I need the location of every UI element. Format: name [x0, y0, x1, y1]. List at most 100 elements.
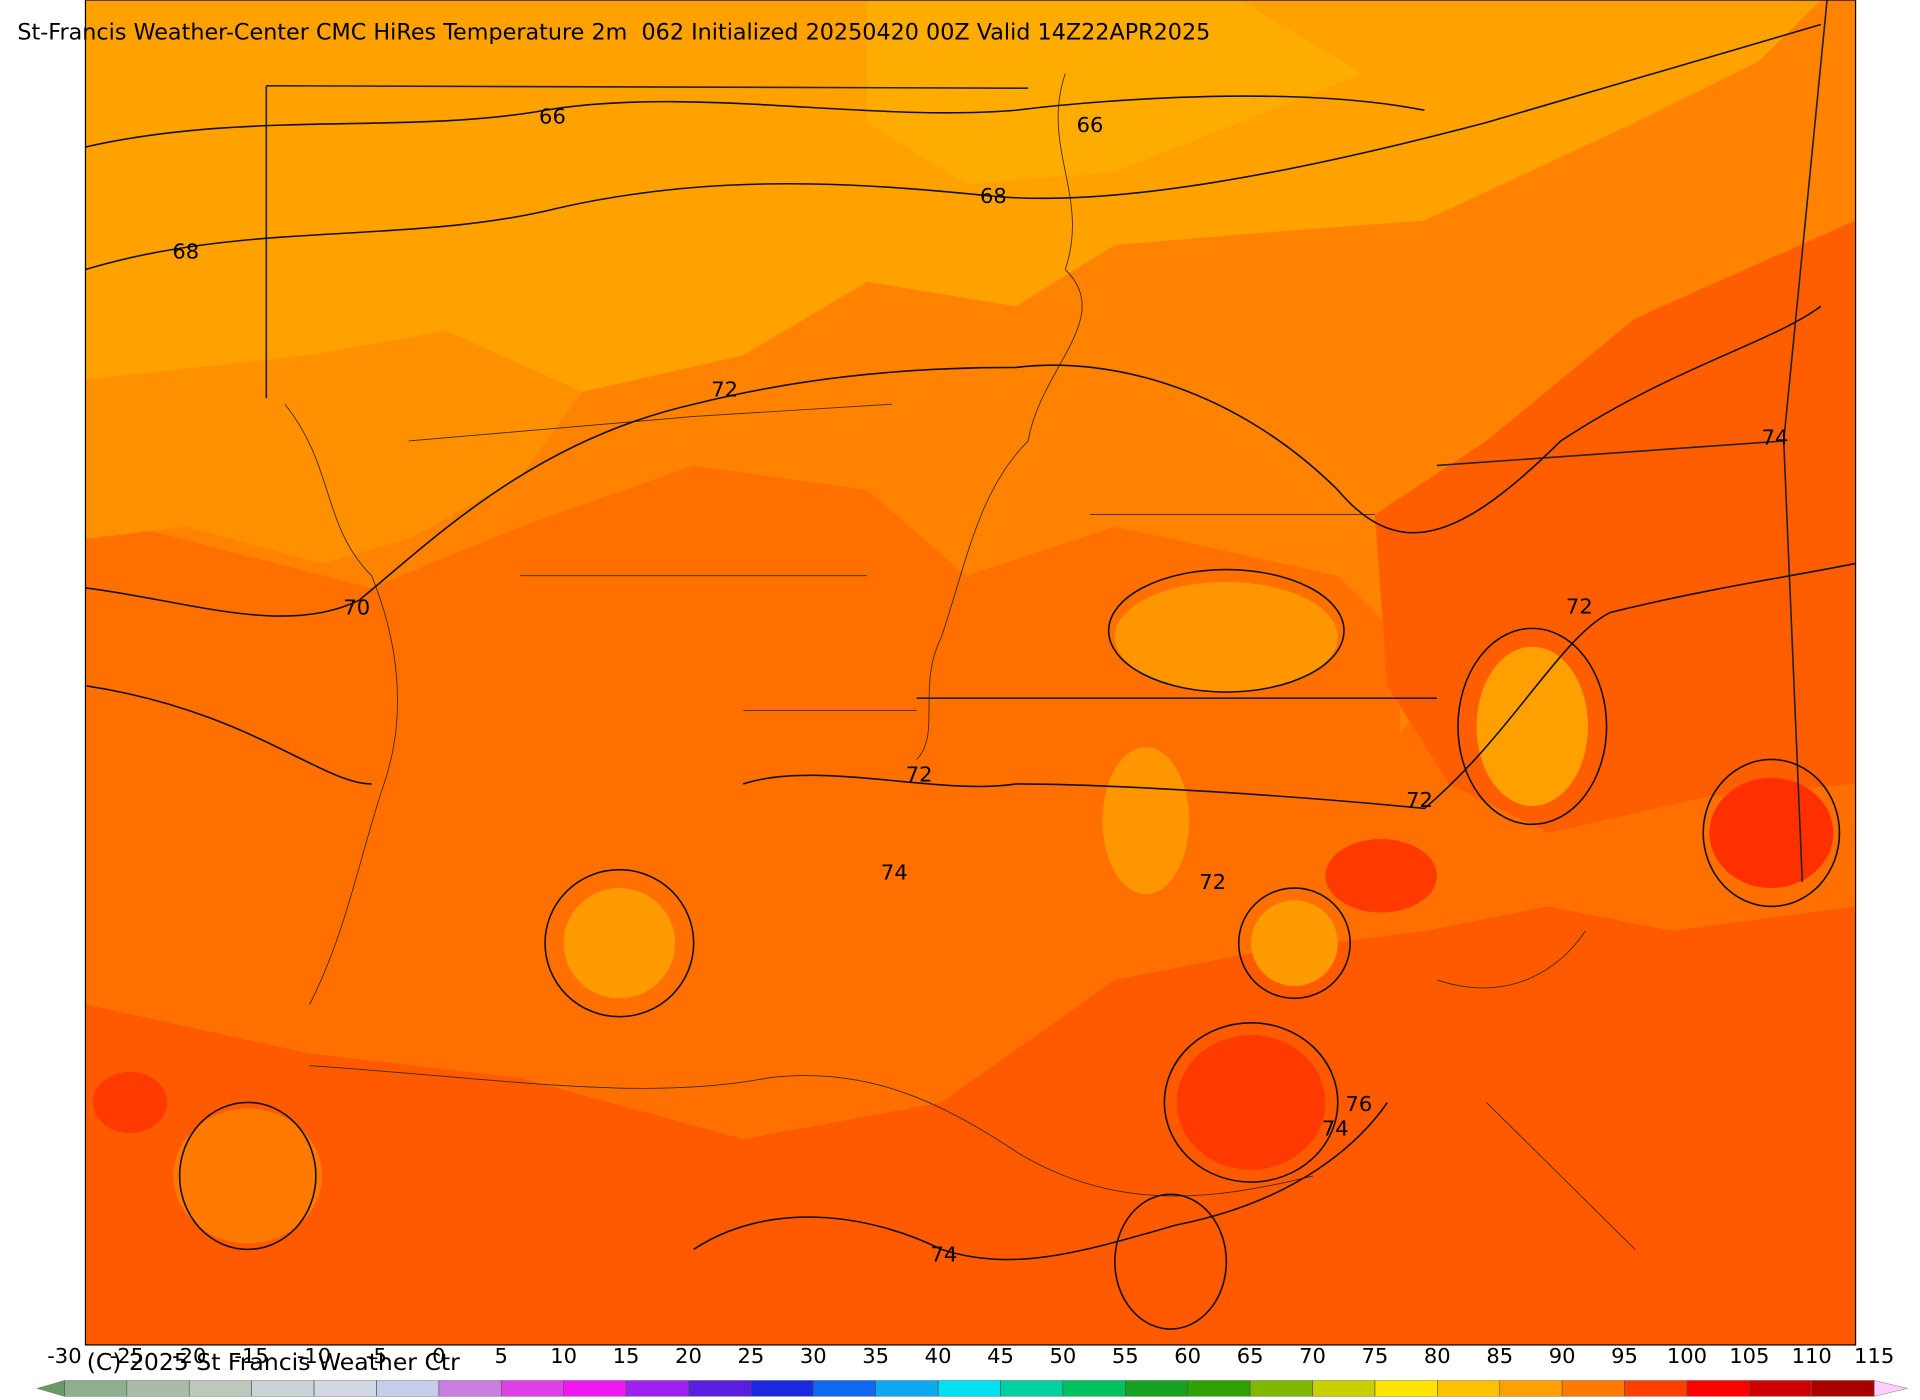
- coastline: [309, 930, 1636, 1250]
- contour-label: 74: [930, 1243, 957, 1267]
- colorbar-segment: [1187, 1380, 1251, 1397]
- colorbar-tick-label: 5: [495, 1344, 508, 1368]
- contour-label: 74: [1322, 1116, 1349, 1140]
- colorbar-segment: [1125, 1380, 1188, 1397]
- field-north-light: [867, 0, 1363, 184]
- isotherm: [85, 305, 1822, 617]
- colorbar-segment: [64, 1380, 128, 1397]
- colorbar-tick-label: 10: [550, 1344, 577, 1368]
- colorbar-tick-label: 110: [1792, 1344, 1832, 1368]
- colorbar-segment: [501, 1380, 564, 1397]
- field-north: [85, 0, 1821, 392]
- map-border: [84, 0, 1857, 1346]
- colorbar-tick-label: 105: [1729, 1344, 1769, 1368]
- state-line: [265, 0, 1828, 882]
- isotherm: [86, 562, 1856, 810]
- boundaries: [265, 0, 1828, 1250]
- cool-spot: [1114, 581, 1338, 693]
- colorbar-segment: [1686, 1380, 1750, 1397]
- colorbar-segment: [1374, 1380, 1438, 1397]
- isotherm: [544, 868, 695, 1018]
- colorbar-tick-label: -20: [172, 1344, 206, 1368]
- colorbar-segment: [1499, 1380, 1563, 1397]
- colorbar-segment: [1000, 1380, 1064, 1397]
- colorbar-tick-label: 45: [987, 1344, 1014, 1368]
- cool-spot: [1251, 900, 1338, 987]
- isotherm: [1114, 1193, 1228, 1330]
- colorbar-segment: [625, 1380, 689, 1397]
- colorbar-tick-label: 15: [613, 1344, 640, 1368]
- colorbar-segment: [1312, 1380, 1376, 1397]
- colorbar-segment: [1624, 1380, 1688, 1397]
- colorbar-tick-label: 0: [432, 1344, 445, 1368]
- isotherm: [1107, 568, 1345, 693]
- colorbar-segment: [875, 1380, 939, 1397]
- colorbar-tick-label: -15: [234, 1344, 268, 1368]
- colorbar-segment: [1437, 1380, 1500, 1397]
- cool-spot: [173, 1108, 323, 1244]
- cool-spot: [1476, 646, 1589, 806]
- isotherm: [1163, 1021, 1339, 1183]
- isotherm: [178, 1101, 317, 1251]
- colorbar-tick-label: 30: [800, 1344, 827, 1368]
- colorbar-tick-label: 25: [737, 1344, 764, 1368]
- isotherm: [1457, 627, 1608, 826]
- colorbar-tick-label: -30: [47, 1344, 81, 1368]
- colorbar-tick-label: 70: [1299, 1344, 1326, 1368]
- colorbar-segment: [126, 1380, 190, 1397]
- contour-label: 74: [881, 860, 908, 884]
- cool-spot: [563, 888, 676, 999]
- colorbar-tick-label: 75: [1362, 1344, 1389, 1368]
- isotherm: [693, 1101, 1389, 1261]
- contour-label: 74: [1762, 426, 1789, 450]
- colorbar-tick-label: -10: [297, 1344, 331, 1368]
- colorbar-segment: [813, 1380, 876, 1397]
- colorbar-segment: [563, 1380, 627, 1397]
- colorbar-tick-label: 20: [675, 1344, 702, 1368]
- colorbar-segment: [750, 1380, 814, 1397]
- colorbar-tick-label: 90: [1549, 1344, 1576, 1368]
- colorbar-segment: [313, 1380, 377, 1397]
- county-lines: [284, 73, 1375, 1005]
- colorbar-tick-label: 35: [862, 1344, 889, 1368]
- isotherm: [1702, 758, 1841, 908]
- colorbar-tick-label: 115: [1854, 1344, 1894, 1368]
- colorbar-segment: [688, 1380, 752, 1397]
- contour-label: 76: [1345, 1092, 1372, 1116]
- colorbar-segment: [438, 1380, 502, 1397]
- colorbar-tick-label: 65: [1237, 1344, 1264, 1368]
- colorbar-segment: [189, 1380, 252, 1397]
- temperature-field: [85, 0, 1856, 1345]
- colorbar-segment: [376, 1380, 440, 1397]
- colorbar-segment: [1561, 1380, 1625, 1397]
- colorbar-tick-label: 80: [1424, 1344, 1451, 1368]
- cool-spot: [1102, 747, 1190, 895]
- field-northwest: [85, 330, 583, 564]
- colorbar-tick-label: 50: [1049, 1344, 1076, 1368]
- contour-label: 68: [980, 184, 1007, 208]
- contour-label: 72: [1406, 788, 1433, 812]
- map-title: St-Francis Weather-Center CMC HiRes Temp…: [17, 20, 1210, 46]
- contour-label: 70: [343, 596, 370, 620]
- contour-label: 66: [1077, 113, 1104, 137]
- warm-spot: [1325, 839, 1437, 913]
- contour-label: 72: [1199, 870, 1226, 894]
- colorbar-tick-label: 100: [1667, 1344, 1707, 1368]
- colorbar-segment: [251, 1380, 315, 1397]
- colorbar-tick-label: 40: [925, 1344, 952, 1368]
- colorbar-segment: [1811, 1380, 1875, 1397]
- colorbar-tick-label: 60: [1174, 1344, 1201, 1368]
- warm-spot: [1176, 1035, 1326, 1170]
- colorbar-segment: [937, 1380, 1001, 1397]
- isotherms: [85, 23, 1856, 1330]
- contour-label: 72: [906, 762, 933, 786]
- isotherm: [85, 95, 1425, 148]
- isotherm: [85, 23, 1822, 271]
- colorbar-tick-label: 85: [1486, 1344, 1513, 1368]
- colorbar-segment: [1749, 1380, 1812, 1397]
- credit: (C) 2025 St Francis Weather Ctr: [87, 1348, 460, 1376]
- contour-label: 72: [1566, 595, 1593, 619]
- colorbar-tick-label: -5: [366, 1344, 387, 1368]
- warm-spot: [92, 1071, 168, 1134]
